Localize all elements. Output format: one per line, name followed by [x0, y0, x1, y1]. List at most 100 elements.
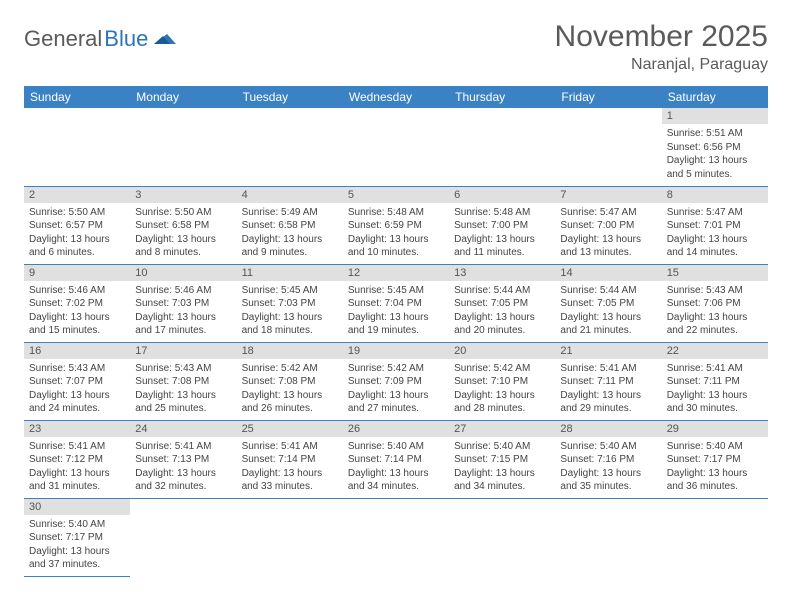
- calendar-day-cell: 29Sunrise: 5:40 AMSunset: 7:17 PMDayligh…: [662, 420, 768, 498]
- calendar-empty-cell: [130, 498, 236, 576]
- day-number: 17: [130, 343, 236, 359]
- day-info: Sunrise: 5:41 AMSunset: 7:11 PMDaylight:…: [555, 359, 661, 419]
- weekday-header: Tuesday: [237, 86, 343, 108]
- header: General Blue November 2025 Naranjal, Par…: [24, 20, 768, 74]
- day-number: 1: [662, 108, 768, 124]
- day-info: Sunrise: 5:44 AMSunset: 7:05 PMDaylight:…: [449, 281, 555, 341]
- day-number: 19: [343, 343, 449, 359]
- calendar-empty-cell: [24, 108, 130, 186]
- calendar-day-cell: 26Sunrise: 5:40 AMSunset: 7:14 PMDayligh…: [343, 420, 449, 498]
- day-info: Sunrise: 5:45 AMSunset: 7:03 PMDaylight:…: [237, 281, 343, 341]
- day-info: Sunrise: 5:40 AMSunset: 7:17 PMDaylight:…: [24, 515, 130, 575]
- calendar-empty-cell: [662, 498, 768, 576]
- calendar-day-cell: 21Sunrise: 5:41 AMSunset: 7:11 PMDayligh…: [555, 342, 661, 420]
- day-number: 10: [130, 265, 236, 281]
- day-info: Sunrise: 5:42 AMSunset: 7:09 PMDaylight:…: [343, 359, 449, 419]
- calendar-header-row: SundayMondayTuesdayWednesdayThursdayFrid…: [24, 86, 768, 108]
- calendar-day-cell: 17Sunrise: 5:43 AMSunset: 7:08 PMDayligh…: [130, 342, 236, 420]
- calendar-day-cell: 23Sunrise: 5:41 AMSunset: 7:12 PMDayligh…: [24, 420, 130, 498]
- day-number: 12: [343, 265, 449, 281]
- day-number: 13: [449, 265, 555, 281]
- day-number: 3: [130, 187, 236, 203]
- calendar-empty-cell: [237, 108, 343, 186]
- calendar-week-row: 30Sunrise: 5:40 AMSunset: 7:17 PMDayligh…: [24, 498, 768, 576]
- day-number: 21: [555, 343, 661, 359]
- calendar-day-cell: 4Sunrise: 5:49 AMSunset: 6:58 PMDaylight…: [237, 186, 343, 264]
- day-info: Sunrise: 5:40 AMSunset: 7:14 PMDaylight:…: [343, 437, 449, 497]
- calendar-table: SundayMondayTuesdayWednesdayThursdayFrid…: [24, 86, 768, 577]
- calendar-day-cell: 28Sunrise: 5:40 AMSunset: 7:16 PMDayligh…: [555, 420, 661, 498]
- calendar-day-cell: 18Sunrise: 5:42 AMSunset: 7:08 PMDayligh…: [237, 342, 343, 420]
- calendar-empty-cell: [237, 498, 343, 576]
- day-info: Sunrise: 5:43 AMSunset: 7:06 PMDaylight:…: [662, 281, 768, 341]
- day-info: Sunrise: 5:41 AMSunset: 7:11 PMDaylight:…: [662, 359, 768, 419]
- day-info: Sunrise: 5:43 AMSunset: 7:07 PMDaylight:…: [24, 359, 130, 419]
- weekday-header: Friday: [555, 86, 661, 108]
- day-info: Sunrise: 5:51 AMSunset: 6:56 PMDaylight:…: [662, 124, 768, 184]
- calendar-day-cell: 25Sunrise: 5:41 AMSunset: 7:14 PMDayligh…: [237, 420, 343, 498]
- day-number: 25: [237, 421, 343, 437]
- calendar-empty-cell: [555, 108, 661, 186]
- day-number: 24: [130, 421, 236, 437]
- day-info: Sunrise: 5:47 AMSunset: 7:00 PMDaylight:…: [555, 203, 661, 263]
- calendar-day-cell: 3Sunrise: 5:50 AMSunset: 6:58 PMDaylight…: [130, 186, 236, 264]
- day-number: 8: [662, 187, 768, 203]
- day-info: Sunrise: 5:46 AMSunset: 7:02 PMDaylight:…: [24, 281, 130, 341]
- day-number: 27: [449, 421, 555, 437]
- day-number: 22: [662, 343, 768, 359]
- calendar-day-cell: 12Sunrise: 5:45 AMSunset: 7:04 PMDayligh…: [343, 264, 449, 342]
- day-number: 4: [237, 187, 343, 203]
- calendar-empty-cell: [555, 498, 661, 576]
- calendar-day-cell: 20Sunrise: 5:42 AMSunset: 7:10 PMDayligh…: [449, 342, 555, 420]
- logo-text-blue: Blue: [104, 26, 148, 52]
- calendar-day-cell: 24Sunrise: 5:41 AMSunset: 7:13 PMDayligh…: [130, 420, 236, 498]
- calendar-week-row: 23Sunrise: 5:41 AMSunset: 7:12 PMDayligh…: [24, 420, 768, 498]
- day-info: Sunrise: 5:50 AMSunset: 6:57 PMDaylight:…: [24, 203, 130, 263]
- calendar-day-cell: 15Sunrise: 5:43 AMSunset: 7:06 PMDayligh…: [662, 264, 768, 342]
- title-block: November 2025 Naranjal, Paraguay: [555, 20, 768, 74]
- weekday-header: Thursday: [449, 86, 555, 108]
- calendar-day-cell: 11Sunrise: 5:45 AMSunset: 7:03 PMDayligh…: [237, 264, 343, 342]
- day-info: Sunrise: 5:48 AMSunset: 6:59 PMDaylight:…: [343, 203, 449, 263]
- day-number: 15: [662, 265, 768, 281]
- location: Naranjal, Paraguay: [555, 56, 768, 74]
- day-info: Sunrise: 5:44 AMSunset: 7:05 PMDaylight:…: [555, 281, 661, 341]
- calendar-day-cell: 5Sunrise: 5:48 AMSunset: 6:59 PMDaylight…: [343, 186, 449, 264]
- day-number: 5: [343, 187, 449, 203]
- calendar-day-cell: 6Sunrise: 5:48 AMSunset: 7:00 PMDaylight…: [449, 186, 555, 264]
- calendar-day-cell: 30Sunrise: 5:40 AMSunset: 7:17 PMDayligh…: [24, 498, 130, 576]
- calendar-day-cell: 8Sunrise: 5:47 AMSunset: 7:01 PMDaylight…: [662, 186, 768, 264]
- day-info: Sunrise: 5:42 AMSunset: 7:08 PMDaylight:…: [237, 359, 343, 419]
- logo: General Blue: [24, 26, 180, 52]
- day-number: 20: [449, 343, 555, 359]
- calendar-day-cell: 16Sunrise: 5:43 AMSunset: 7:07 PMDayligh…: [24, 342, 130, 420]
- weekday-header: Sunday: [24, 86, 130, 108]
- calendar-day-cell: 19Sunrise: 5:42 AMSunset: 7:09 PMDayligh…: [343, 342, 449, 420]
- calendar-empty-cell: [343, 108, 449, 186]
- calendar-week-row: 2Sunrise: 5:50 AMSunset: 6:57 PMDaylight…: [24, 186, 768, 264]
- calendar-body: 1Sunrise: 5:51 AMSunset: 6:56 PMDaylight…: [24, 108, 768, 576]
- calendar-day-cell: 22Sunrise: 5:41 AMSunset: 7:11 PMDayligh…: [662, 342, 768, 420]
- day-info: Sunrise: 5:40 AMSunset: 7:17 PMDaylight:…: [662, 437, 768, 497]
- day-info: Sunrise: 5:45 AMSunset: 7:04 PMDaylight:…: [343, 281, 449, 341]
- calendar-day-cell: 1Sunrise: 5:51 AMSunset: 6:56 PMDaylight…: [662, 108, 768, 186]
- day-info: Sunrise: 5:49 AMSunset: 6:58 PMDaylight:…: [237, 203, 343, 263]
- day-info: Sunrise: 5:48 AMSunset: 7:00 PMDaylight:…: [449, 203, 555, 263]
- day-info: Sunrise: 5:41 AMSunset: 7:12 PMDaylight:…: [24, 437, 130, 497]
- calendar-day-cell: 2Sunrise: 5:50 AMSunset: 6:57 PMDaylight…: [24, 186, 130, 264]
- calendar-day-cell: 7Sunrise: 5:47 AMSunset: 7:00 PMDaylight…: [555, 186, 661, 264]
- day-info: Sunrise: 5:43 AMSunset: 7:08 PMDaylight:…: [130, 359, 236, 419]
- day-number: 7: [555, 187, 661, 203]
- calendar-empty-cell: [343, 498, 449, 576]
- day-info: Sunrise: 5:47 AMSunset: 7:01 PMDaylight:…: [662, 203, 768, 263]
- calendar-day-cell: 14Sunrise: 5:44 AMSunset: 7:05 PMDayligh…: [555, 264, 661, 342]
- weekday-header: Wednesday: [343, 86, 449, 108]
- day-info: Sunrise: 5:40 AMSunset: 7:16 PMDaylight:…: [555, 437, 661, 497]
- weekday-header: Monday: [130, 86, 236, 108]
- day-info: Sunrise: 5:41 AMSunset: 7:13 PMDaylight:…: [130, 437, 236, 497]
- calendar-week-row: 9Sunrise: 5:46 AMSunset: 7:02 PMDaylight…: [24, 264, 768, 342]
- day-info: Sunrise: 5:50 AMSunset: 6:58 PMDaylight:…: [130, 203, 236, 263]
- calendar-empty-cell: [449, 108, 555, 186]
- calendar-empty-cell: [130, 108, 236, 186]
- day-info: Sunrise: 5:46 AMSunset: 7:03 PMDaylight:…: [130, 281, 236, 341]
